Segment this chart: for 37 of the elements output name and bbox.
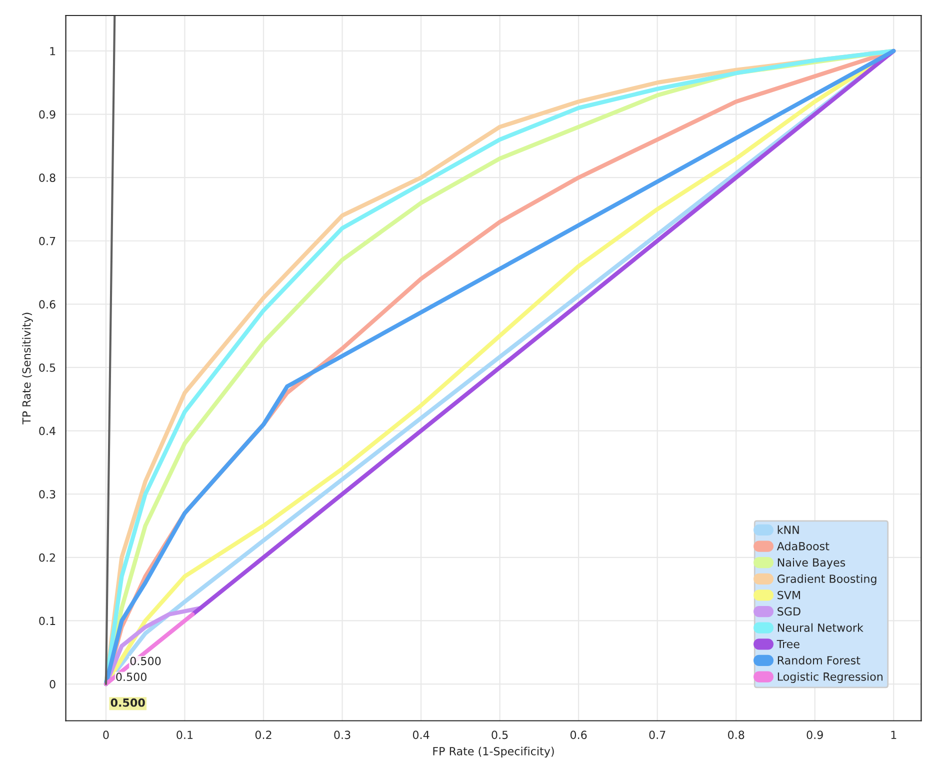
x-tick-label: 0.2 xyxy=(255,730,272,740)
y-tick-label: 0.8 xyxy=(39,174,56,182)
x-tick-label: 0.7 xyxy=(649,730,666,740)
x-tick-label: 0 xyxy=(103,730,109,740)
y-tick-label: 0.7 xyxy=(39,236,56,246)
x-tick-label: 1 xyxy=(891,730,896,739)
legend-label: AdaBoost xyxy=(776,542,830,550)
legend-label: Logistic Regression xyxy=(778,672,882,683)
legend-label: Gradient Boosting xyxy=(777,574,876,586)
y-tick-label: 0.5 xyxy=(39,363,56,372)
y-tick-label: 0.9 xyxy=(39,110,56,119)
x-tick-label: 0.8 xyxy=(728,730,744,740)
y-tick-label: 1 xyxy=(50,47,56,56)
y-axis-title: TP Rate (Sensitivity) xyxy=(22,312,33,424)
x-tick-label: 0.1 xyxy=(176,730,193,740)
y-tick-label: 0.6 xyxy=(39,300,56,309)
y-tick-label: 0.4 xyxy=(39,426,56,436)
y-tick-label: 0.1 xyxy=(39,616,56,626)
x-tick-label: 0.9 xyxy=(806,730,823,740)
legend-label: Naive Bayes xyxy=(778,558,846,569)
x-axis-title: FP Rate (1-Specificity) xyxy=(433,746,554,758)
legend-label: kNN xyxy=(778,525,799,534)
y-tick-label: 0.3 xyxy=(39,490,56,498)
legend-label: Neural Network xyxy=(778,623,864,632)
annotation: 0.500 xyxy=(110,698,145,707)
y-tick-label: 0 xyxy=(50,680,56,688)
y-tick-label: 0.2 xyxy=(39,553,55,562)
annotation: 0.500 xyxy=(116,672,146,682)
legend-label: SVM xyxy=(778,590,800,600)
x-tick-label: 0.3 xyxy=(334,730,350,740)
x-tick-label: 0.4 xyxy=(412,730,430,740)
x-tick-label: 0.6 xyxy=(570,730,587,740)
legend-label: SGD xyxy=(778,607,800,616)
annotation: 0.500 xyxy=(130,656,161,666)
legend-label: Tree xyxy=(776,640,800,648)
legend-label: Random Forest xyxy=(778,656,860,665)
x-tick-label: 0.5 xyxy=(492,730,508,740)
